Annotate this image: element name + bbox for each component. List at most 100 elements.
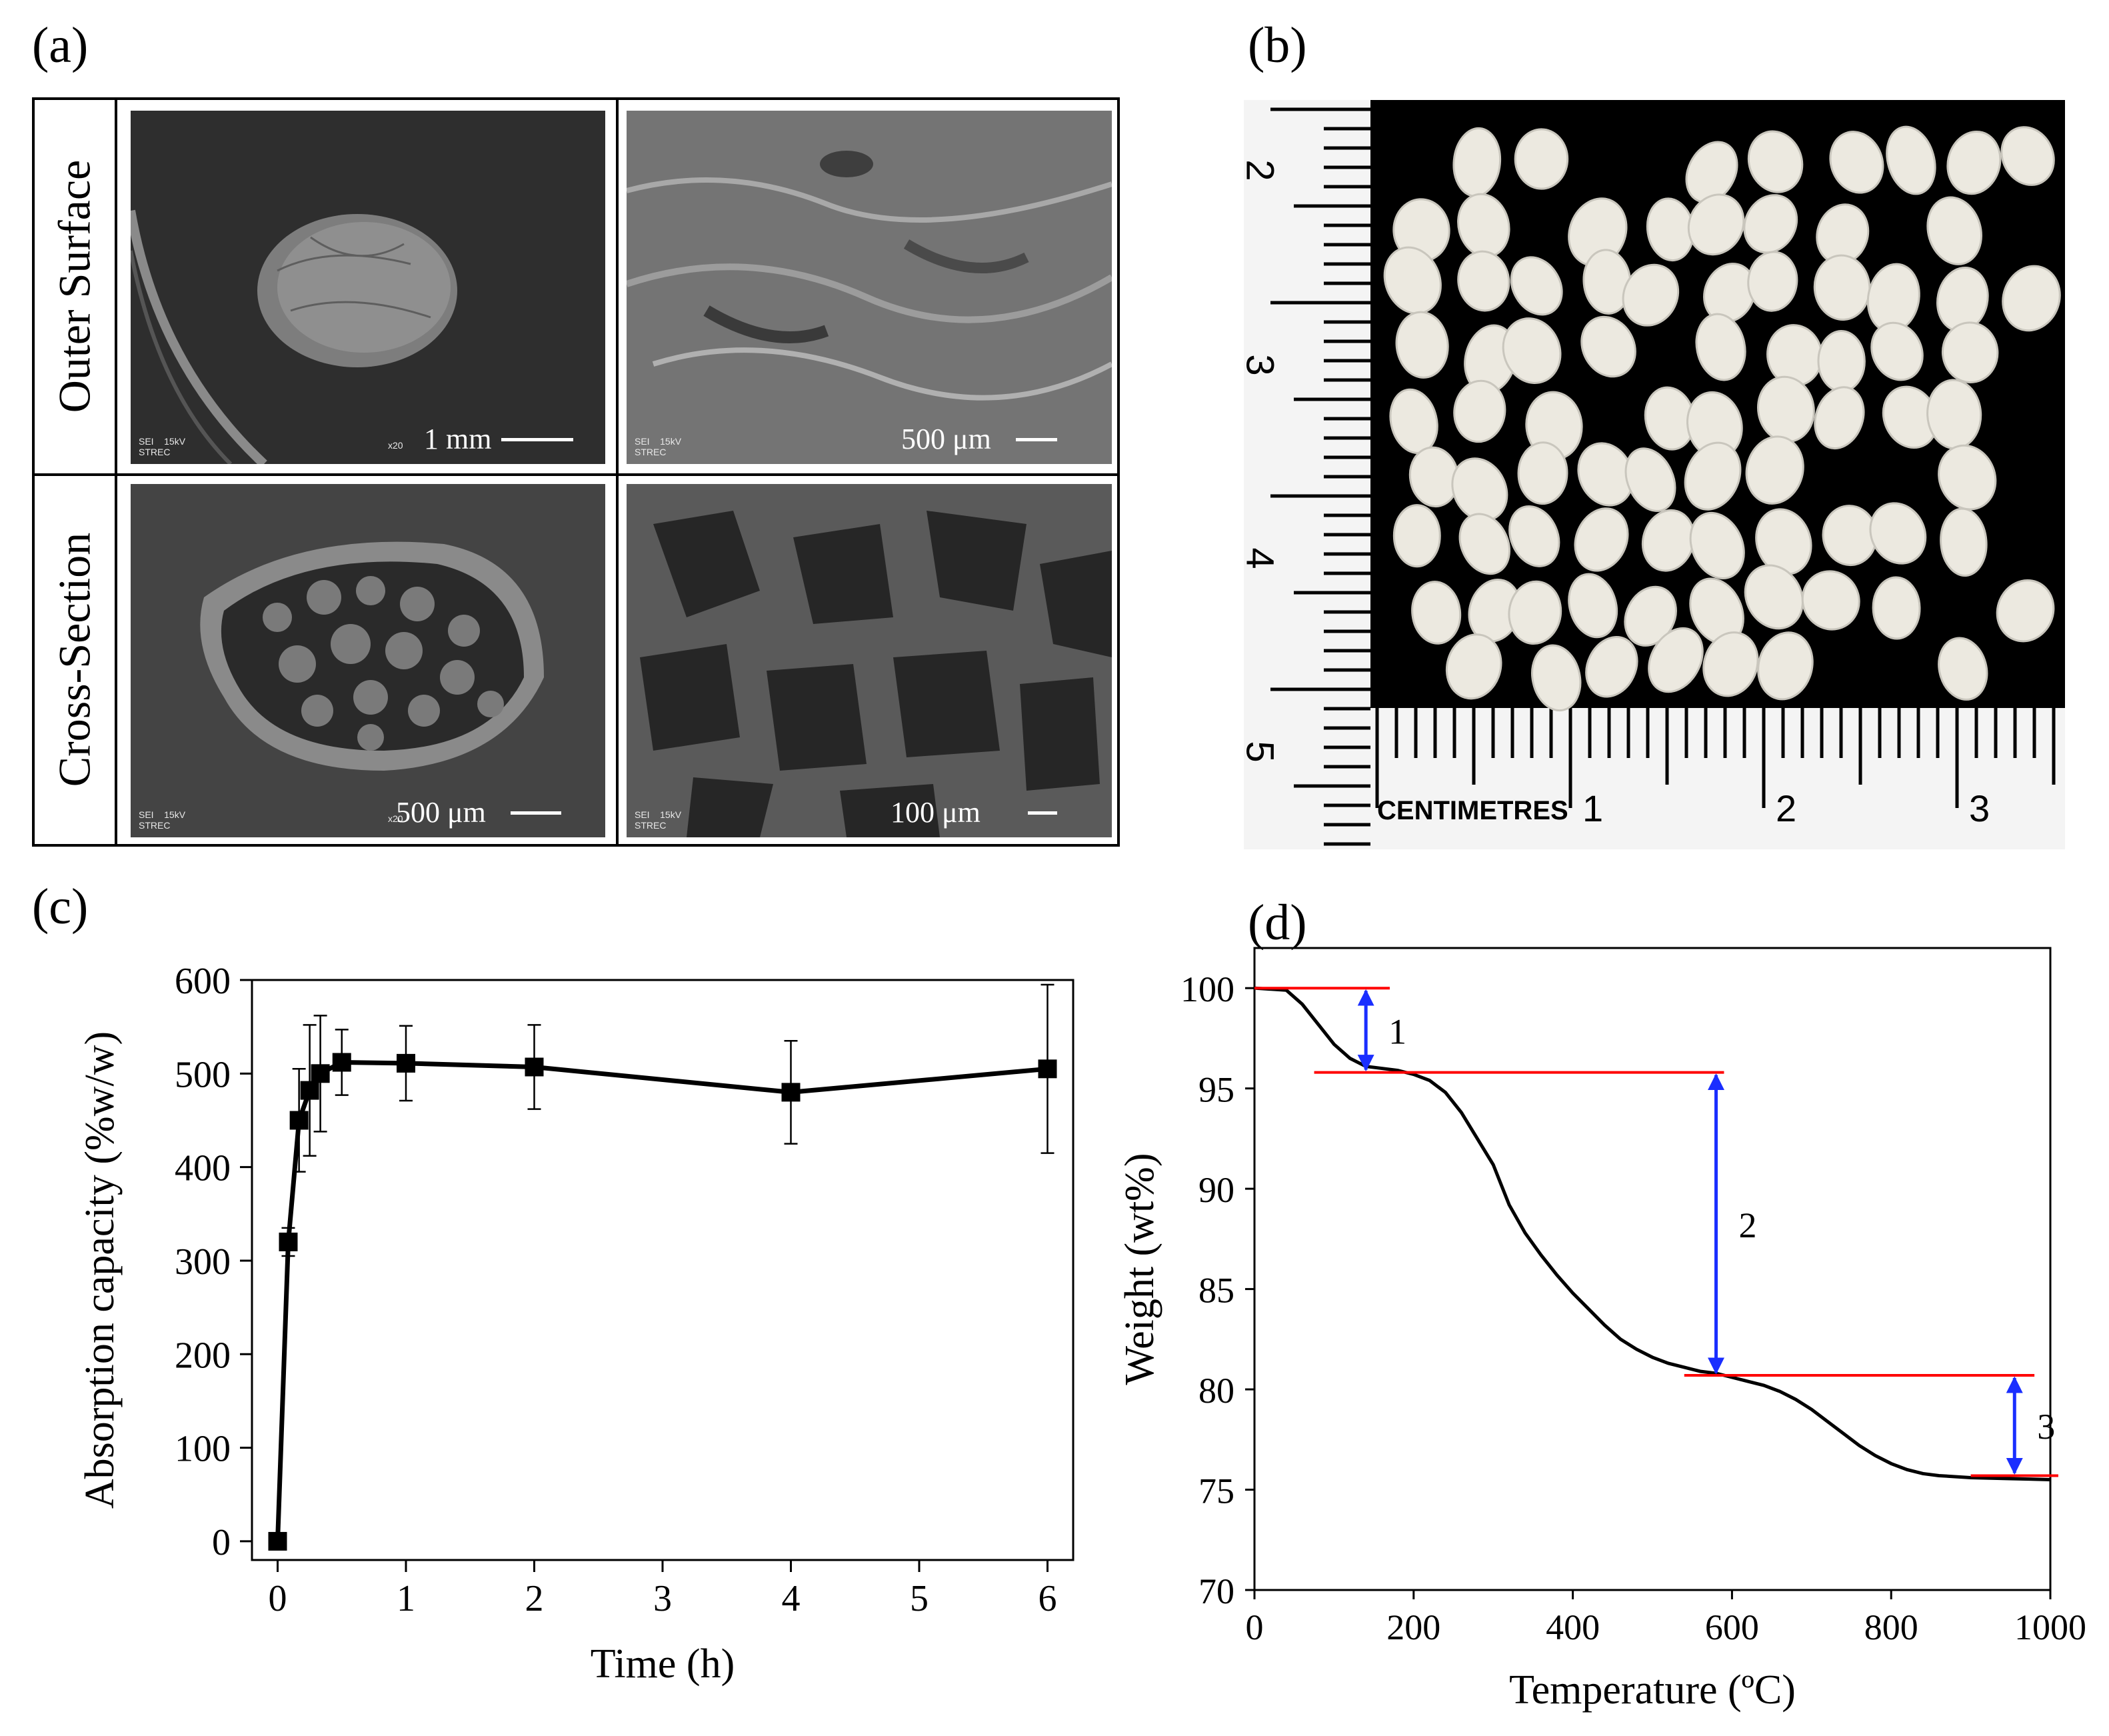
bead	[1445, 633, 1502, 700]
sem-image-cross-detail: SEI 15kV STREC 100 μm	[627, 484, 1112, 837]
bead	[1514, 128, 1569, 190]
bead	[1743, 194, 1798, 254]
x-tick-label: 4	[782, 1578, 801, 1619]
ruler-number: 3	[1244, 354, 1282, 375]
bead	[1585, 635, 1638, 698]
step-label: 2	[1739, 1205, 1757, 1245]
ruler-number: 5	[1244, 741, 1282, 762]
x-tick-label: 600	[1705, 1607, 1759, 1647]
bead	[1870, 321, 1924, 381]
y-axis-label: Weight (wt%)	[1117, 1153, 1162, 1385]
bead	[1941, 321, 1999, 383]
bead	[1813, 254, 1871, 321]
bead	[1747, 251, 1798, 312]
bead	[1869, 502, 1927, 565]
bead	[1411, 581, 1462, 645]
y-tick-label: 85	[1198, 1271, 1234, 1311]
scale-bar	[511, 811, 561, 815]
row-label-outer-surface: Outer Surface	[49, 159, 100, 413]
data-point	[397, 1053, 415, 1073]
sem-footer: SEI 15kV STREC	[139, 435, 186, 457]
y-tick-label: 95	[1198, 1070, 1234, 1110]
ruler-label: CENTIMETRES	[1377, 796, 1568, 825]
sem-footer: SEI 15kV STREC	[139, 809, 186, 831]
bead	[1452, 127, 1502, 197]
bead	[1458, 513, 1510, 575]
x-tick-label: 3	[653, 1578, 672, 1619]
bead	[1580, 315, 1636, 378]
bead	[1574, 507, 1629, 572]
bead	[1747, 130, 1804, 193]
ruler-number: 2	[1776, 787, 1797, 829]
x-tick-label: 5	[910, 1578, 929, 1619]
scale-bar	[1016, 438, 1057, 441]
bead	[1801, 570, 1860, 631]
data-point	[289, 1111, 309, 1130]
x-tick-label: 800	[1864, 1607, 1918, 1647]
bead	[1508, 580, 1562, 645]
y-tick-label: 90	[1198, 1170, 1234, 1210]
y-tick-label: 100	[175, 1429, 231, 1470]
bead	[1685, 141, 1738, 203]
y-tick-label: 400	[175, 1148, 231, 1189]
bead	[1938, 444, 1997, 511]
x-tick-label: 6	[1039, 1578, 1057, 1619]
x-tick-label: 200	[1386, 1607, 1440, 1647]
ruler-number: 2	[1244, 159, 1282, 181]
bead	[1940, 507, 1988, 577]
bead	[1757, 631, 1814, 701]
bead	[1926, 196, 1982, 265]
bead	[2002, 265, 2061, 332]
data-point	[268, 1531, 287, 1551]
bead	[1568, 197, 1628, 267]
bead	[1392, 504, 1441, 568]
y-tick-label: 200	[175, 1335, 231, 1376]
sem-magnification: x20	[388, 440, 403, 451]
y-tick-label: 300	[175, 1241, 231, 1283]
bead	[2000, 126, 2055, 186]
data-point	[300, 1081, 319, 1100]
scale-text: 500 μm	[901, 423, 991, 455]
bead	[1502, 317, 1562, 384]
data-point	[279, 1232, 298, 1251]
x-tick-label: 2	[525, 1578, 544, 1619]
step-label: 3	[2037, 1407, 2055, 1447]
bead	[1872, 576, 1921, 640]
bead	[1687, 193, 1745, 256]
scale-text: 1 mm	[424, 423, 492, 455]
y-tick-label: 100	[1180, 969, 1234, 1009]
bead	[1624, 585, 1677, 647]
bead	[1510, 256, 1563, 316]
series-line	[275, 1059, 1048, 1542]
bead	[1814, 386, 1865, 450]
bead-photo: 2 3 4 5 CENTIMETRES 1 2 3	[1244, 100, 2065, 849]
bead	[1531, 644, 1582, 712]
bead	[1453, 379, 1506, 443]
data-point	[332, 1053, 351, 1072]
scale-bar	[501, 438, 573, 441]
bead	[1817, 330, 1866, 393]
sem-grid: Outer Surface Cross-Section SEI 15kV STR…	[32, 97, 1120, 847]
x-tick-label: 0	[1246, 1607, 1264, 1647]
panel-b-letter: (b)	[1248, 17, 1307, 73]
y-axis-label: Absorption capacity (%w/w)	[77, 1031, 123, 1509]
bead	[1689, 511, 1745, 580]
y-tick-label: 75	[1198, 1471, 1234, 1511]
sem-image-cross-whole: SEI 15kV STREC x20 500 μm	[131, 484, 605, 837]
bead	[1946, 130, 2002, 195]
bead	[1624, 447, 1676, 512]
bead	[1755, 508, 1812, 575]
bead	[1744, 564, 1804, 630]
x-tick-label: 0	[269, 1578, 287, 1619]
x-tick-label: 400	[1546, 1607, 1600, 1647]
tga-curve	[1254, 986, 2051, 1481]
bead	[1517, 441, 1568, 505]
panel-a-letter: (a)	[32, 17, 89, 73]
chart-absorption-capacity: 0 1 2 3 4 5 6 0 100 200 300 400 500 600 Time (h) Absorp…	[77, 961, 1074, 1687]
bead	[1938, 637, 1988, 701]
y-tick-label: 0	[212, 1522, 231, 1563]
sem-footer: SEI 15kV STREC	[635, 809, 682, 831]
x-tick-label: 1000	[2014, 1607, 2086, 1647]
data-point	[311, 1064, 330, 1083]
ruler-number: 1	[1582, 787, 1604, 829]
